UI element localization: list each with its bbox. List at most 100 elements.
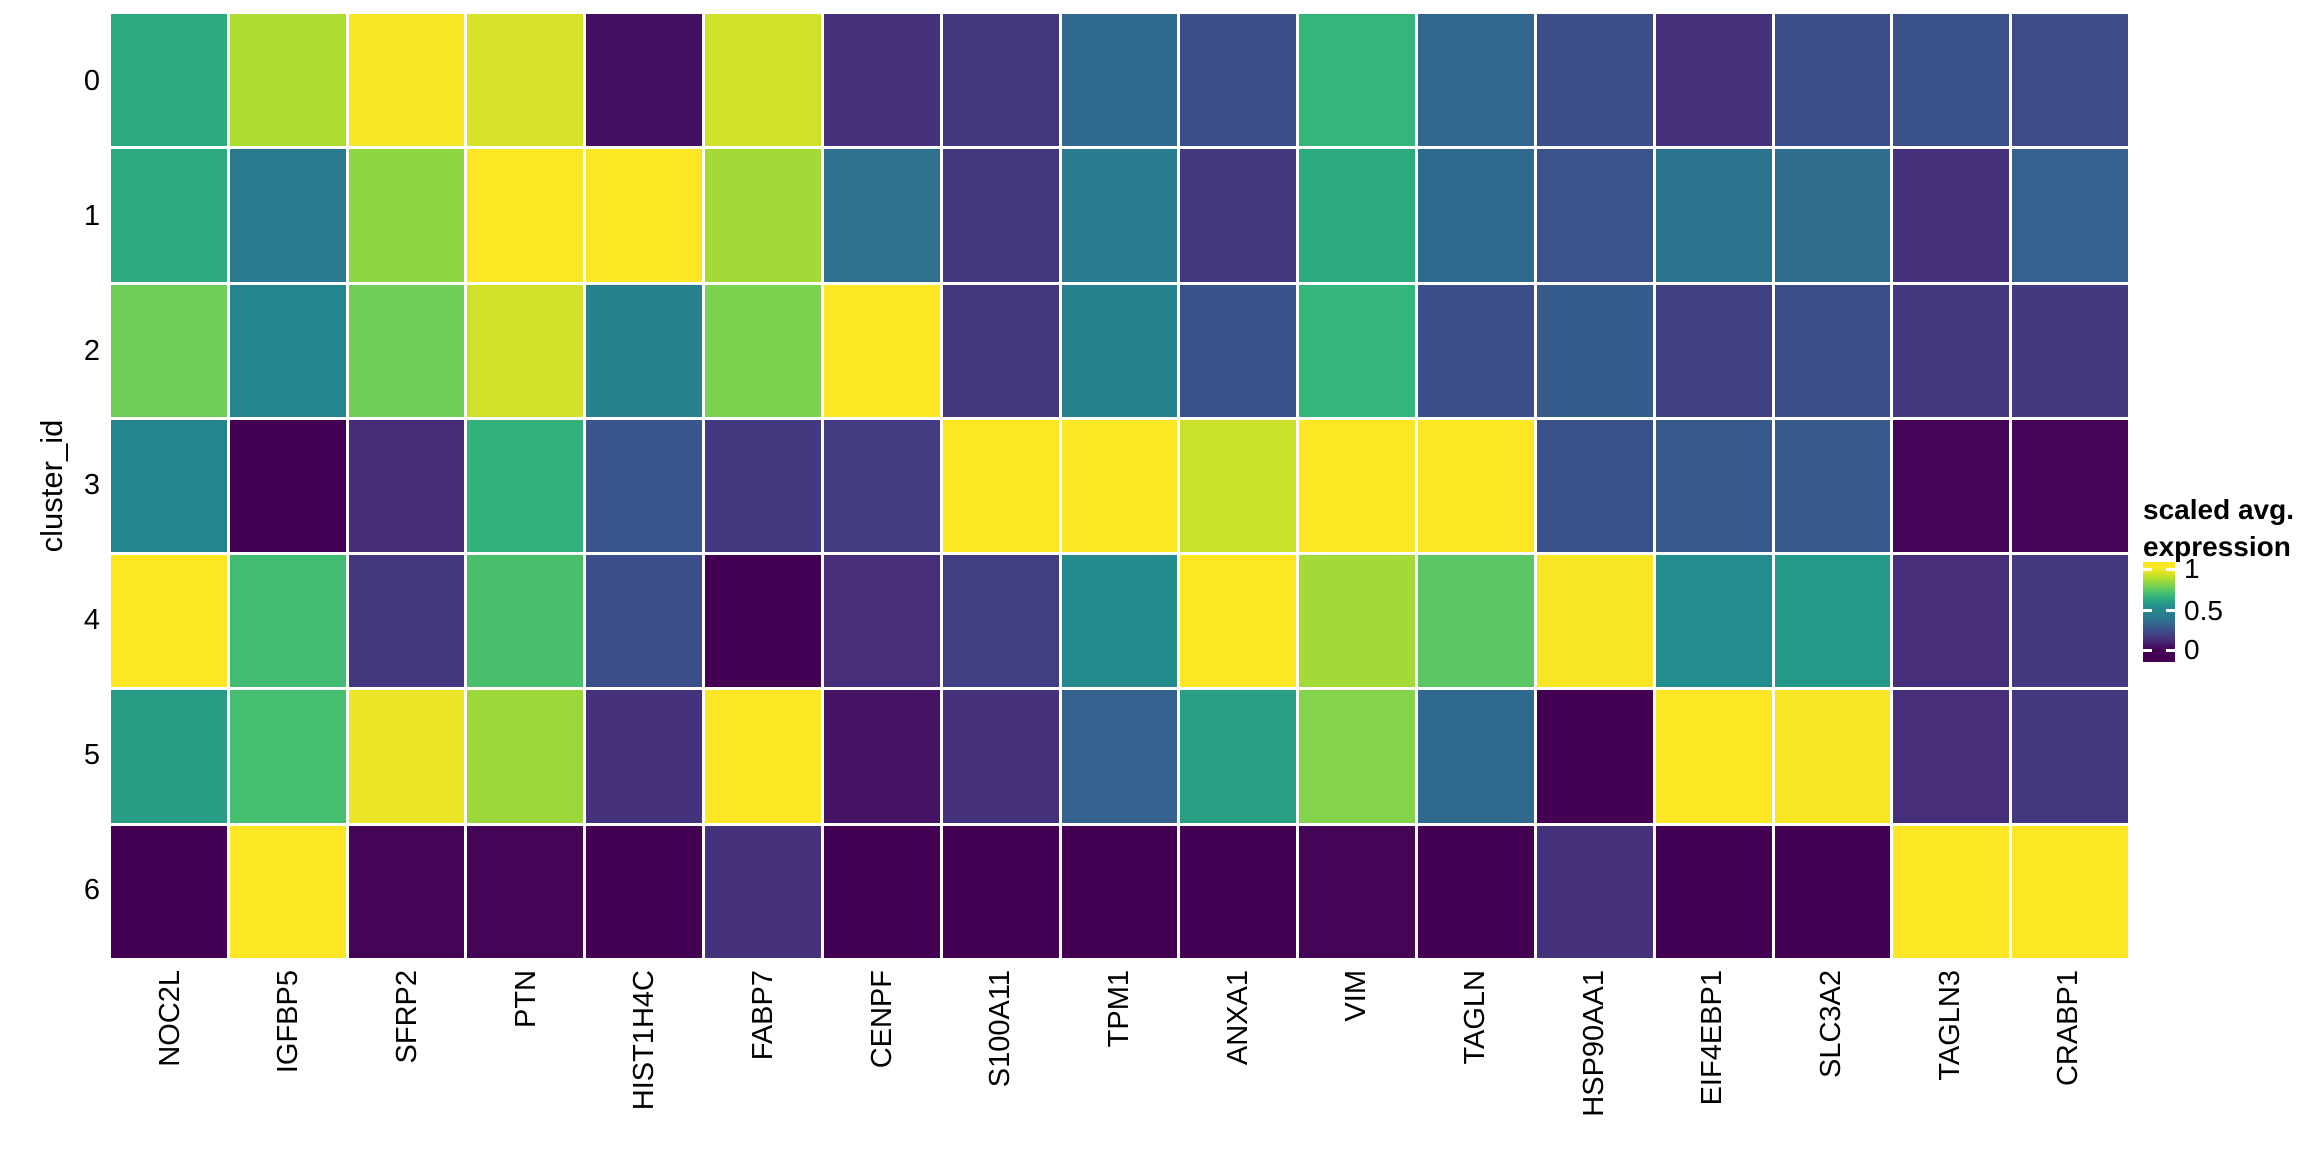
legend-tick-dash: [2166, 648, 2175, 652]
x-axis-tick-label: HIST1H4C: [586, 970, 705, 1148]
heatmap-cell: [705, 690, 821, 823]
heatmap-cell: [1655, 690, 1772, 823]
x-axis-tick-label-text: HSP90AA1: [1577, 970, 1610, 1117]
heatmap-cell: [586, 555, 703, 688]
x-axis-tick-label: TAGLN: [1416, 970, 1535, 1148]
legend-tick-label: 0: [2184, 634, 2200, 665]
x-axis-tick-label-text: PTN: [509, 970, 542, 1028]
heatmap-cell: [348, 555, 465, 688]
heatmap-cell: [467, 690, 584, 823]
heatmap-cell: [229, 149, 346, 282]
heatmap-cell: [467, 555, 584, 688]
x-axis-tick-label-text: TPM1: [1102, 970, 1135, 1048]
heatmap-cell: [1774, 419, 1891, 553]
heatmap-cell: [1536, 555, 1653, 688]
heatmap-cell: [1061, 14, 1178, 147]
heatmap-cell: [229, 284, 346, 417]
heatmap-cell: [1418, 284, 1534, 417]
heatmap-cell: [229, 825, 346, 958]
x-axis-tick-label: CENPF: [823, 970, 942, 1148]
x-axis-tick-label: CRABP1: [2009, 970, 2128, 1148]
heatmap-cell: [2012, 825, 2128, 958]
heatmap-cell: [2012, 14, 2128, 147]
heatmap-cell: [1536, 284, 1653, 417]
heatmap-cell: [1418, 14, 1534, 147]
heatmap-cell: [1299, 825, 1416, 958]
heatmap-cell: [2012, 149, 2128, 282]
y-axis-tick-label: 1: [83, 199, 100, 232]
y-axis-tick-label: 4: [83, 604, 100, 637]
x-axis-tick-label-text: S100A11: [984, 970, 1017, 1088]
heatmap-cell: [1061, 825, 1178, 958]
heatmap-cell: [1299, 149, 1416, 282]
heatmap-cell: [1061, 284, 1178, 417]
legend-colorbar: [2143, 562, 2175, 662]
heatmap-cell: [111, 419, 227, 553]
heatmap-cell: [1299, 14, 1416, 147]
heatmap-cell: [823, 419, 940, 553]
x-axis-tick-label-text: FABP7: [747, 970, 780, 1061]
heatmap-cell: [2012, 690, 2128, 823]
heatmap-cell: [467, 284, 584, 417]
heatmap-cell: [942, 419, 1059, 553]
heatmap-cell: [1061, 419, 1178, 553]
heatmap-cell: [705, 149, 821, 282]
x-axis-tick-label: VIM: [1297, 970, 1416, 1148]
heatmap-cell: [705, 825, 821, 958]
x-axis-tick-label-text: ANXA1: [1221, 970, 1254, 1066]
heatmap-cell: [1061, 555, 1178, 688]
heatmap-cell: [1061, 690, 1178, 823]
heatmap-cell: [1774, 14, 1891, 147]
heatmap-cell: [823, 149, 940, 282]
heatmap-cell: [586, 825, 703, 958]
heatmap-cell: [586, 14, 703, 147]
heatmap-cell: [942, 149, 1059, 282]
heatmap-cell: [705, 284, 821, 417]
heatmap-cell: [1655, 149, 1772, 282]
heatmap-cell: [111, 284, 227, 417]
heatmap-cell: [942, 14, 1059, 147]
heatmap-cell: [586, 149, 703, 282]
x-axis-labels: NOC2L IGFBP5 SFRP2 PTN HIST1H4C FABP7 CENPF S10…: [111, 970, 2128, 1148]
heatmap-cell: [1655, 284, 1772, 417]
x-axis-tick-label-text: TAGLN3: [1933, 970, 1966, 1081]
heatmap-cell: [1180, 14, 1297, 147]
heatmap-cell: [348, 14, 465, 147]
heatmap-cell: [1418, 825, 1534, 958]
heatmap-cell: [823, 555, 940, 688]
heatmap-cell: [1180, 149, 1297, 282]
heatmap-cell: [2012, 555, 2128, 688]
heatmap-cell: [1774, 555, 1891, 688]
heatmap-cell: [705, 14, 821, 147]
x-axis-tick-label: SFRP2: [348, 970, 467, 1148]
heatmap-cell: [1893, 149, 2010, 282]
x-axis-tick-label: S100A11: [942, 970, 1061, 1148]
y-axis-tick-label: 0: [83, 64, 100, 97]
heatmap-cell: [2012, 419, 2128, 553]
x-axis-tick-label-text: TAGLN: [1458, 970, 1491, 1065]
legend-tick-label: 1: [2184, 553, 2200, 584]
legend-title-line1: scaled avg.: [2143, 494, 2294, 525]
x-axis-tick-label: ANXA1: [1179, 970, 1298, 1148]
y-axis-labels: 0 1 2 3 4 5 6: [0, 14, 100, 958]
heatmap-cell: [111, 690, 227, 823]
heatmap-cell: [1418, 419, 1534, 553]
heatmap-cell: [1893, 419, 2010, 553]
heatmap-cell: [1418, 555, 1534, 688]
heatmap-cell: [1774, 825, 1891, 958]
heatmap-cell: [1299, 284, 1416, 417]
heatmap-cell: [1180, 825, 1297, 958]
x-axis-tick-label: TPM1: [1060, 970, 1179, 1148]
heatmap-cell: [229, 555, 346, 688]
x-axis-tick-label: HSP90AA1: [1535, 970, 1654, 1148]
legend-tick-dash: [2143, 567, 2152, 571]
heatmap-cell: [1418, 149, 1534, 282]
heatmap-cell: [2012, 284, 2128, 417]
x-axis-tick-label-text: VIM: [1340, 970, 1373, 1022]
heatmap-cell: [1893, 284, 2010, 417]
heatmap-cell: [1774, 284, 1891, 417]
legend-tick-label: 0.5: [2184, 594, 2223, 626]
heatmap-cell: [942, 825, 1059, 958]
heatmap-cell: [1655, 555, 1772, 688]
